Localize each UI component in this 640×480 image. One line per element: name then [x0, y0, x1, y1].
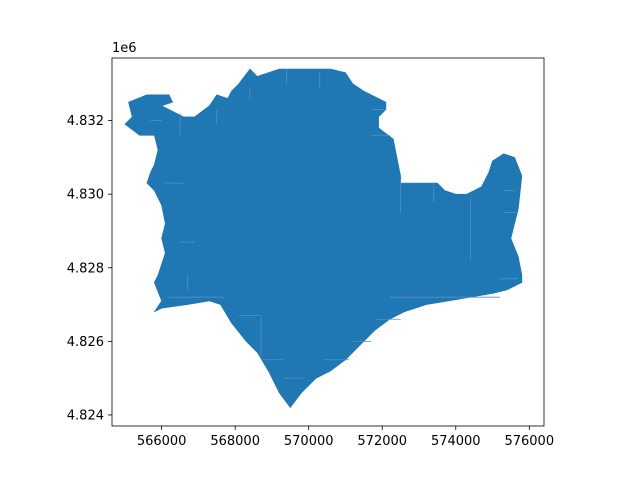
- y-tick-label: 4.824: [67, 408, 104, 423]
- axes-frame: [111, 57, 545, 427]
- y-axis-offset-label: 1e6: [112, 41, 137, 56]
- map-region: [124, 68, 523, 408]
- axes: 566000 568000 570000 572000 574000 576000 4.82…: [67, 57, 554, 449]
- x-tick-label: 574000: [431, 434, 481, 449]
- x-tick-label: 570000: [284, 434, 334, 449]
- y-tick-label: 4.828: [67, 261, 104, 276]
- y-tick-label: 4.832: [67, 114, 104, 129]
- y-tick-label: 4.830: [67, 188, 104, 203]
- x-tick-label: 566000: [137, 434, 187, 449]
- x-tick-label: 568000: [210, 434, 260, 449]
- map-region-layer: [124, 68, 523, 408]
- y-tick-label: 4.826: [67, 335, 104, 350]
- x-tick-label: 576000: [504, 434, 554, 449]
- x-tick-label: 572000: [357, 434, 407, 449]
